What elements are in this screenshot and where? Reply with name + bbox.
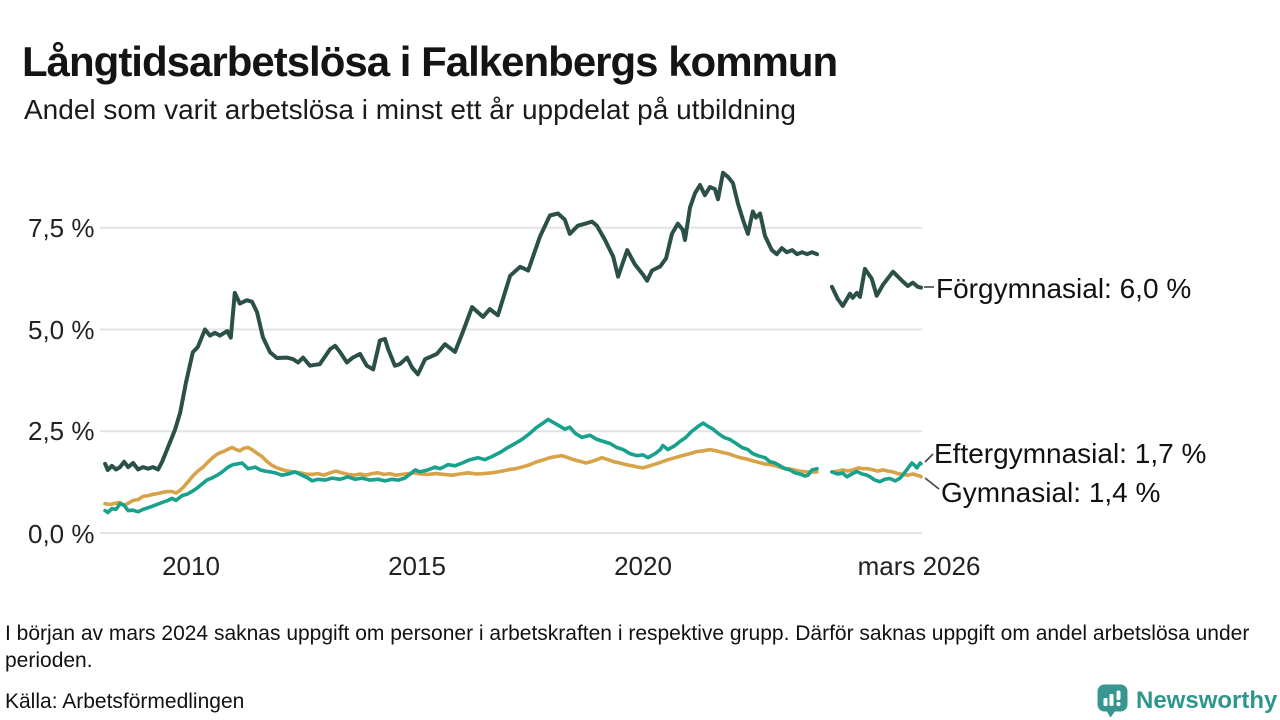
- series-line-gymnasial-seg2: [830, 466, 923, 479]
- series-line-eftergymnasial-seg1: [103, 417, 819, 515]
- y-axis-tick-0-0: 0,0 %: [28, 519, 95, 549]
- y-axis-tick-7-5: 7,5 %: [28, 213, 95, 243]
- y-axis-tick-5-0: 5,0 %: [28, 315, 95, 345]
- series-line-eftergymnasial-seg2: [830, 461, 923, 484]
- newsworthy-speech-bubble-chart-icon: [1097, 684, 1128, 718]
- y-axis-tick-2-5: 2,5 %: [28, 416, 95, 446]
- page-subtitle: Andel som varit arbetslösa i minst ett å…: [24, 94, 796, 125]
- x-axis-tick-2010: 2010: [162, 551, 220, 581]
- series-label-forgymnasial: Förgymnasial: 6,0 %: [936, 273, 1192, 304]
- series-label-gymnasial: Gymnasial: 1,4 %: [941, 477, 1161, 508]
- series-line-gymnasial-seg1: [103, 445, 819, 508]
- page-title: Långtidsarbetslösa i Falkenbergs kommun: [22, 38, 838, 86]
- newsworthy-wordmark: Newsworthy: [1136, 687, 1278, 714]
- newsworthy-logo[interactable]: Newsworthy: [1097, 684, 1277, 718]
- series-line-förgymnasial-seg1: [103, 170, 819, 472]
- series-label-eftergymnasial: Eftergymnasial: 1,7 %: [934, 438, 1207, 469]
- x-axis-tick-2020: 2020: [614, 551, 672, 581]
- source-note: Källa: Arbetsförmedlingen: [5, 690, 245, 713]
- series-line-förgymnasial-seg2: [829, 266, 923, 308]
- chart-footnote: I början av mars 2024 saknas uppgift om …: [5, 622, 1250, 672]
- leader-eftergymnasial: [924, 453, 934, 463]
- x-axis-tick-mars-2026: mars 2026: [857, 551, 981, 581]
- x-axis-tick-2015: 2015: [388, 551, 446, 581]
- leader-gymnasial: [924, 477, 940, 490]
